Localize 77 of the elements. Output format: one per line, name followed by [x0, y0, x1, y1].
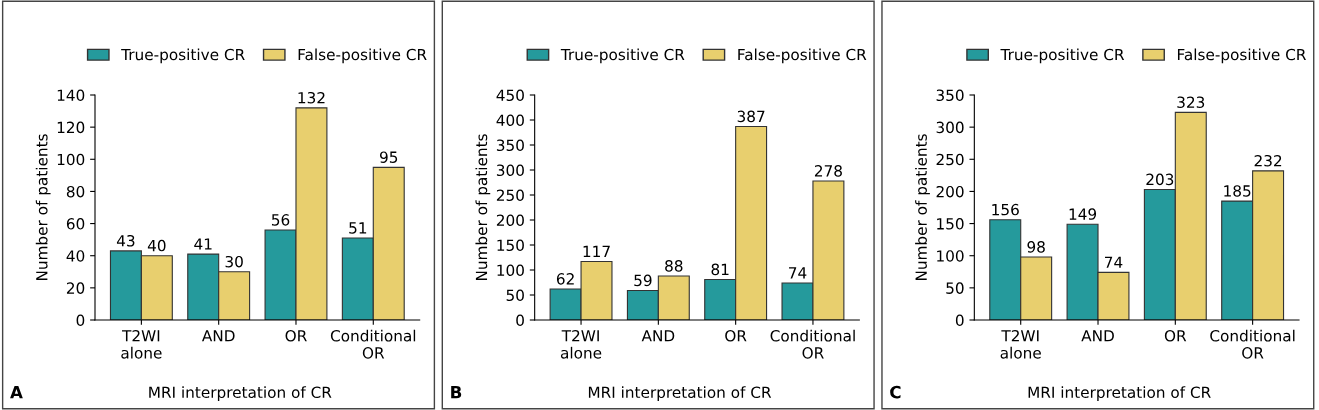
y-tick-label: 100 [497, 264, 524, 277]
y-tick-label: 350 [936, 89, 964, 102]
data-label: 74 [789, 267, 807, 279]
data-label: 81 [711, 263, 729, 276]
x-tick-label: OR [285, 329, 307, 342]
y-tick-label: 450 [496, 89, 524, 102]
y-axis-title: Number of patients [35, 134, 51, 281]
data-label: 203 [1146, 173, 1174, 186]
y-tick-label: 20 [66, 282, 85, 294]
data-label: 41 [194, 238, 212, 250]
y-tick-label: 80 [66, 185, 85, 198]
y-tick-label: 200 [936, 185, 964, 198]
data-label: 74 [1105, 256, 1123, 268]
data-label: 323 [1177, 96, 1205, 109]
data-label: 149 [1069, 208, 1097, 220]
x-tick-label: AND [201, 330, 235, 342]
data-label: 59 [634, 274, 652, 287]
legend-label: True-positive CR [560, 48, 685, 64]
data-label: 156 [992, 203, 1019, 216]
data-label: 132 [298, 91, 325, 104]
x-tick-label: AND [1081, 330, 1114, 342]
y-tick-label: 300 [496, 164, 524, 177]
x-tick-label: AND [641, 330, 675, 342]
y-tick-label: 50 [506, 289, 524, 302]
data-label: 278 [814, 165, 842, 177]
x-tick-label: OR [725, 329, 747, 342]
y-tick-label: 400 [496, 114, 524, 127]
y-tick-label: 150 [937, 218, 964, 230]
text: C [890, 385, 901, 399]
legend-label: False-positive CR [1177, 48, 1306, 64]
data-label: 56 [271, 214, 290, 226]
data-label: 62 [556, 273, 574, 285]
y-tick-label: 250 [496, 189, 524, 202]
x-tick-label: T2WI alone [1000, 329, 1041, 359]
y-tick-label: 0 [955, 314, 964, 327]
data-label: 185 [1224, 185, 1251, 197]
data-label: 88 [665, 260, 683, 272]
legend-label: True-positive CR [121, 48, 245, 64]
y-axis-title: Number of patients [915, 134, 930, 281]
data-label: 51 [349, 222, 367, 234]
y-tick-label: 0 [516, 314, 524, 327]
y-tick-label: 60 [66, 218, 85, 230]
y-tick-label: 150 [497, 239, 524, 252]
legend-label: False-positive CR [298, 48, 427, 64]
data-label: 43 [116, 234, 135, 247]
text: A [10, 386, 23, 399]
x-tick-label: Conditional OR [1210, 329, 1295, 359]
x-axis-title: MRI interpretation of CR [1028, 386, 1211, 401]
y-tick-label: 140 [57, 89, 85, 102]
y-tick-label: 100 [57, 153, 85, 166]
legend-label: True-positive CR [1000, 48, 1125, 64]
y-tick-label: 200 [496, 214, 524, 227]
y-tick-label: 250 [936, 153, 964, 166]
y-axis-title: Number of patients [475, 134, 491, 281]
data-label: 40 [147, 239, 166, 252]
y-tick-label: 300 [936, 121, 964, 134]
y-tick-label: 100 [937, 250, 964, 262]
y-tick-label: 40 [66, 250, 85, 262]
x-axis-title: MRI interpretation of CR [149, 386, 332, 401]
legend-label: False-positive CR [738, 48, 867, 64]
data-label: 95 [379, 151, 398, 163]
data-label: 387 [737, 110, 765, 123]
y-tick-label: 120 [57, 121, 85, 134]
x-tick-label: Conditional OR [330, 329, 416, 359]
y-tick-label: 0 [76, 314, 85, 327]
y-tick-label: 350 [496, 139, 524, 152]
x-tick-label: T2WI alone [121, 329, 162, 359]
x-tick-label: OR [1164, 329, 1187, 342]
data-label: 117 [583, 245, 610, 257]
y-tick-label: 50 [946, 282, 964, 294]
x-axis-title: MRI interpretation of CR [588, 386, 772, 401]
x-tick-label: T2WI alone [560, 329, 602, 359]
data-label: 30 [225, 255, 243, 268]
data-label: 98 [1027, 241, 1045, 253]
text: B [451, 386, 462, 399]
x-tick-label: Conditional OR [770, 329, 855, 359]
data-label: 232 [1254, 154, 1282, 167]
